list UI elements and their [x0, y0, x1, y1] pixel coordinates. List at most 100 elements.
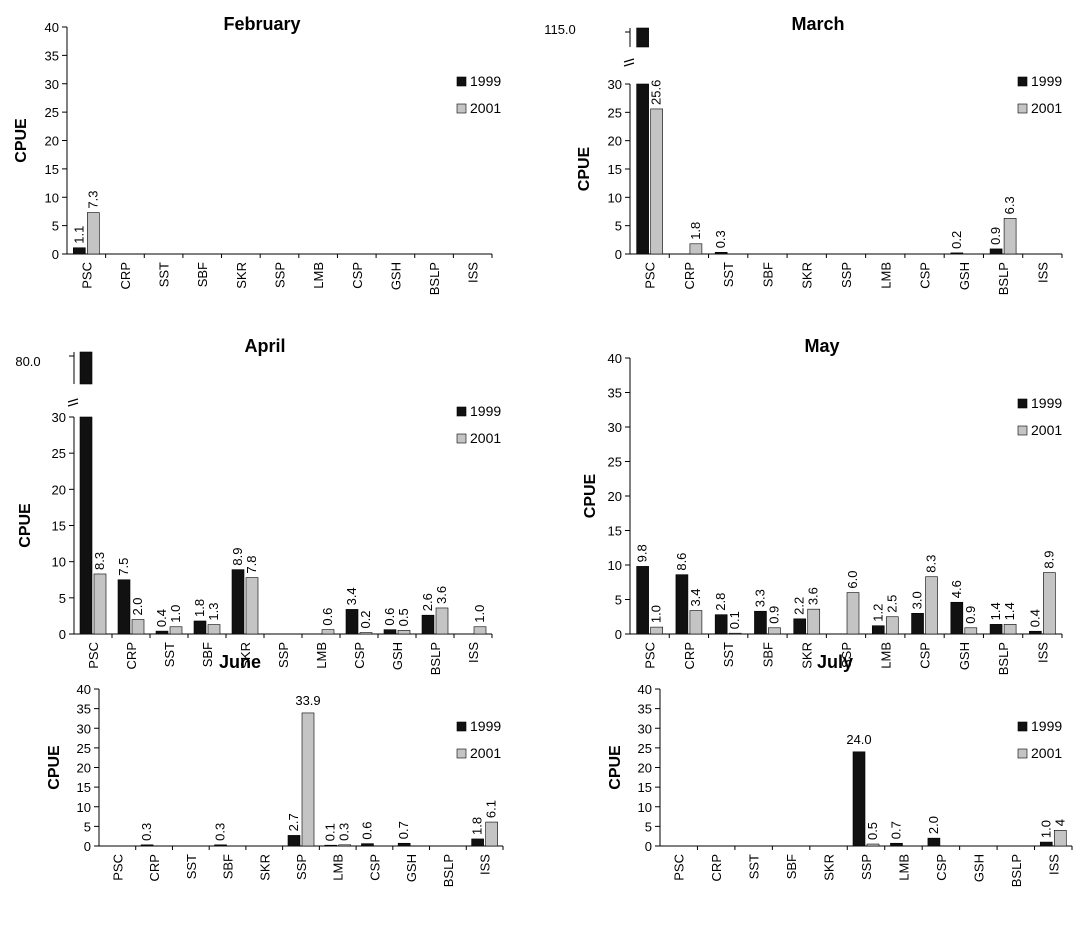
data-label: 7.5 [116, 558, 131, 576]
bar-2001 [768, 627, 781, 635]
x-tick-label: PSC [672, 854, 687, 881]
data-label: 0.3 [713, 230, 728, 248]
bar-2001 [321, 629, 335, 635]
y-tick-label: 35 [45, 48, 59, 63]
data-label: 0.3 [139, 823, 154, 841]
bar-1999-break-stub [636, 27, 649, 48]
y-tick-label: 30 [608, 420, 622, 435]
y-tick-label: 5 [52, 219, 59, 234]
data-label: 0.7 [396, 821, 411, 839]
bar-1999 [636, 83, 649, 255]
legend-swatch-2001 [1017, 425, 1028, 436]
chart-march: March CPUE 0 5 10 15 20 25 30 115.0 PSC CRP SST SBF SK… [544, 14, 1063, 295]
data-label: 8.6 [674, 553, 689, 571]
y-tick-label: 35 [77, 702, 91, 717]
data-label: 2.7 [286, 813, 301, 831]
chart-title: March [791, 14, 844, 34]
bar-1999 [989, 624, 1003, 635]
bar-2001 [338, 844, 352, 847]
data-label: 3.4 [688, 588, 703, 606]
x-tick-label: PSC [110, 854, 125, 881]
legend-label: 1999 [1031, 73, 1062, 89]
y-tick-label: 5 [615, 593, 622, 608]
bar-1999 [324, 844, 338, 847]
y-tick-label: 15 [608, 524, 622, 539]
axis-break-label: 80.0 [15, 354, 40, 369]
bar-2001 [207, 624, 221, 635]
bar-2001 [1003, 624, 1017, 635]
legend: 1999 2001 [456, 718, 501, 761]
x-tick-label: ISS [466, 642, 481, 663]
bar-1999 [193, 620, 207, 635]
chart-may: May CPUE 0 5 10 15 20 25 30 35 40 PSC CRP SST SBF SKR SS… [582, 336, 1063, 675]
x-tick-label: SST [747, 854, 762, 879]
data-label: 3.6 [806, 587, 821, 605]
x-tick-label: SKR [257, 854, 272, 881]
chart-june: June CPUE 0 5 10 15 20 25 30 35 40 PSC CRP SST SBF SKR S… [46, 652, 504, 887]
data-label: 1.8 [688, 222, 703, 240]
data-label: 0.4 [154, 609, 169, 627]
data-label: 6.0 [845, 571, 860, 589]
data-label: 0.5 [396, 608, 411, 626]
data-label: 0.6 [382, 608, 397, 626]
bar-2001 [925, 576, 938, 635]
x-tick-label: GSH [957, 642, 972, 670]
data-label: 0.6 [359, 822, 374, 840]
chart-title: April [244, 336, 285, 356]
x-tick-label: SBF [760, 262, 775, 287]
data-label: 0.1 [323, 823, 338, 841]
x-tick-label: GSH [957, 262, 972, 290]
data-label: 1.0 [1038, 820, 1053, 838]
x-tick-label: SBF [200, 642, 215, 667]
chart-july: July CPUE 0 5 10 15 20 25 30 35 40 PSC CRP SST SBF SKR S… [607, 652, 1073, 887]
bar-2001 [689, 243, 703, 255]
y-tick-label: 15 [77, 780, 91, 795]
x-tick-label: ISS [1046, 854, 1061, 875]
data-label: 3.4 [344, 587, 359, 605]
y-axis-label: CPUE [576, 146, 593, 191]
legend: 1999 2001 [456, 73, 501, 116]
y-tick-label: 15 [608, 162, 622, 177]
bar-2001 [169, 626, 183, 635]
data-label: 3.0 [910, 591, 925, 609]
data-label: 0.6 [320, 608, 335, 626]
x-tick-label: CSP [918, 262, 933, 289]
y-tick-label: 15 [638, 780, 652, 795]
bar-1999 [214, 844, 227, 847]
bar-1999 [754, 610, 767, 635]
legend-label: 1999 [470, 403, 501, 419]
bar-1999 [675, 574, 689, 635]
data-label: 1.0 [168, 605, 183, 623]
y-tick-label: 30 [608, 77, 622, 92]
x-tick-label: GSH [404, 854, 419, 882]
legend-swatch-1999 [1017, 721, 1028, 732]
bar-2001 [866, 843, 880, 847]
y-tick-label: 20 [608, 134, 622, 149]
y-tick-label: 0 [615, 627, 622, 642]
data-label: 0.3 [213, 823, 228, 841]
data-label: 3.3 [752, 589, 767, 607]
x-tick-label: CRP [682, 262, 697, 289]
bar-1999 [852, 751, 866, 847]
bar-2001 [397, 630, 411, 635]
legend-swatch-1999 [1017, 76, 1028, 87]
y-axis-label: CPUE [607, 745, 624, 790]
y-tick-label: 25 [608, 455, 622, 470]
x-tick-label: BSLP [441, 854, 456, 887]
x-tick-label: CRP [118, 262, 133, 289]
bar-1999 [927, 837, 941, 847]
y-tick-label: 10 [52, 555, 66, 570]
y-tick-label: 25 [52, 446, 66, 461]
chart-title: February [223, 14, 300, 34]
y-tick-label: 5 [615, 219, 622, 234]
bar-2001 [689, 610, 703, 635]
data-label: 1.0 [649, 605, 664, 623]
legend: 1999 2001 [456, 403, 501, 446]
x-tick-label: PSC [643, 262, 658, 289]
bar-2001 [435, 607, 449, 635]
x-tick-label: SBF [784, 854, 799, 879]
bar-2001 [807, 608, 821, 635]
y-axis-label: CPUE [17, 503, 34, 548]
data-label: 2.2 [792, 597, 807, 615]
data-label: 0.3 [337, 823, 352, 841]
